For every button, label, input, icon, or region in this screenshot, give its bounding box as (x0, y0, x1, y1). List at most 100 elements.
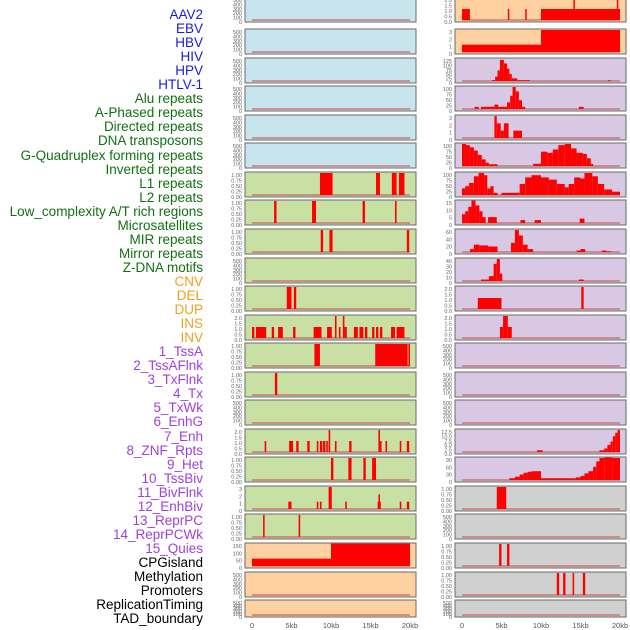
y-tick-label: 0 (239, 166, 242, 172)
panel-background (454, 257, 627, 284)
y-tick-label: 0.00 (231, 309, 242, 315)
data-bar (513, 130, 523, 138)
data-bar (534, 220, 541, 223)
right-panel: 2.01.51.00.50.0 (444, 314, 627, 344)
data-bar (465, 211, 469, 223)
panel-background (454, 571, 627, 598)
y-tick-label: 50 (446, 184, 452, 190)
y-tick-label: 1.00 (441, 544, 452, 550)
data-bar (514, 230, 519, 252)
track-label: 14_ReprPCWk (112, 526, 203, 542)
y-tick-label: 0.25 (231, 475, 242, 481)
y-tick-label: 0.75 (441, 493, 452, 499)
data-bar (484, 106, 495, 109)
data-bar (507, 102, 511, 109)
y-tick-label: 0 (449, 615, 452, 621)
data-bar (590, 163, 594, 166)
data-bar (574, 177, 581, 195)
track-label: Directed repeats (103, 119, 203, 135)
y-tick-label: 300 (233, 125, 242, 131)
x-tick-label: 5kb (495, 621, 507, 630)
data-bar (608, 80, 611, 81)
track-label: 13_ReprPC (132, 512, 203, 528)
track-label: 8_ZNF_Rpts (126, 442, 203, 458)
x-tick-label: 10kb (533, 621, 549, 630)
data-bar (518, 235, 523, 252)
panel-background (454, 342, 627, 369)
data-bar (492, 80, 496, 81)
data-bar (507, 9, 510, 20)
y-tick-label: 200 (233, 129, 242, 135)
panel-background (244, 285, 417, 312)
data-bar (471, 200, 476, 223)
track-label: 1_TssA (158, 344, 203, 360)
data-bar (289, 441, 294, 452)
y-tick-label: 10 (446, 208, 452, 214)
data-bar (359, 327, 364, 338)
data-bar (353, 327, 358, 338)
y-tick-label: 3 (239, 487, 242, 493)
data-bar (572, 573, 575, 595)
data-bar (592, 176, 598, 195)
y-tick-label: 500 (233, 259, 242, 265)
y-tick-label: 400 (233, 2, 242, 8)
data-bar (473, 176, 479, 195)
y-tick-label: 0 (239, 20, 242, 26)
data-bar (520, 220, 526, 223)
y-tick-label: 0 (239, 423, 242, 429)
y-tick-label: 12.5 (441, 430, 452, 436)
data-bar (465, 186, 470, 195)
data-bar (496, 259, 500, 281)
data-bar (331, 543, 410, 566)
x-tick-label: 20kb (612, 621, 628, 630)
data-bar (604, 457, 613, 480)
y-tick-label: 400 (233, 577, 242, 583)
panel-background (454, 371, 627, 398)
y-tick-label: 1.5 (444, 293, 452, 299)
data-bar (480, 279, 489, 281)
data-bar (307, 441, 310, 452)
data-bar (571, 148, 577, 166)
y-tick-label: 0.5 (234, 447, 242, 453)
data-bar (334, 316, 337, 338)
y-tick-label: 75 (446, 68, 452, 74)
x-tick-label: 0 (460, 621, 464, 630)
y-tick-label: 0.50 (231, 526, 242, 532)
y-tick-label: 200 (233, 72, 242, 78)
data-bar (533, 163, 541, 166)
data-bar (474, 106, 479, 109)
y-tick-label: 0.75 (231, 179, 242, 185)
data-bar (378, 430, 380, 452)
y-tick-label: 0.25 (231, 304, 242, 310)
data-bar (493, 192, 498, 195)
data-bar (510, 242, 515, 252)
y-tick-label: 200 (233, 11, 242, 17)
y-tick-label: 0.00 (231, 480, 242, 486)
y-tick-label: 200 (443, 386, 452, 392)
panel-background (454, 599, 627, 618)
data-bar (348, 458, 352, 480)
y-tick-label: 0 (449, 223, 452, 229)
data-bar (406, 501, 410, 509)
y-tick-label: 100 (233, 591, 242, 597)
data-bar (375, 344, 408, 366)
y-tick-label: 0 (449, 537, 452, 543)
y-tick-label: 0.00 (231, 223, 242, 229)
data-bar (479, 245, 489, 252)
y-tick-label: 200 (233, 157, 242, 163)
y-tick-label: 500 (233, 87, 242, 93)
data-bar (582, 153, 587, 166)
y-tick-label: 50 (236, 559, 242, 565)
y-tick-label: 0.25 (231, 361, 242, 367)
data-bar (501, 192, 520, 195)
y-tick-label: 0.25 (231, 190, 242, 196)
data-bar (564, 144, 572, 166)
y-tick-label: 0 (449, 366, 452, 372)
